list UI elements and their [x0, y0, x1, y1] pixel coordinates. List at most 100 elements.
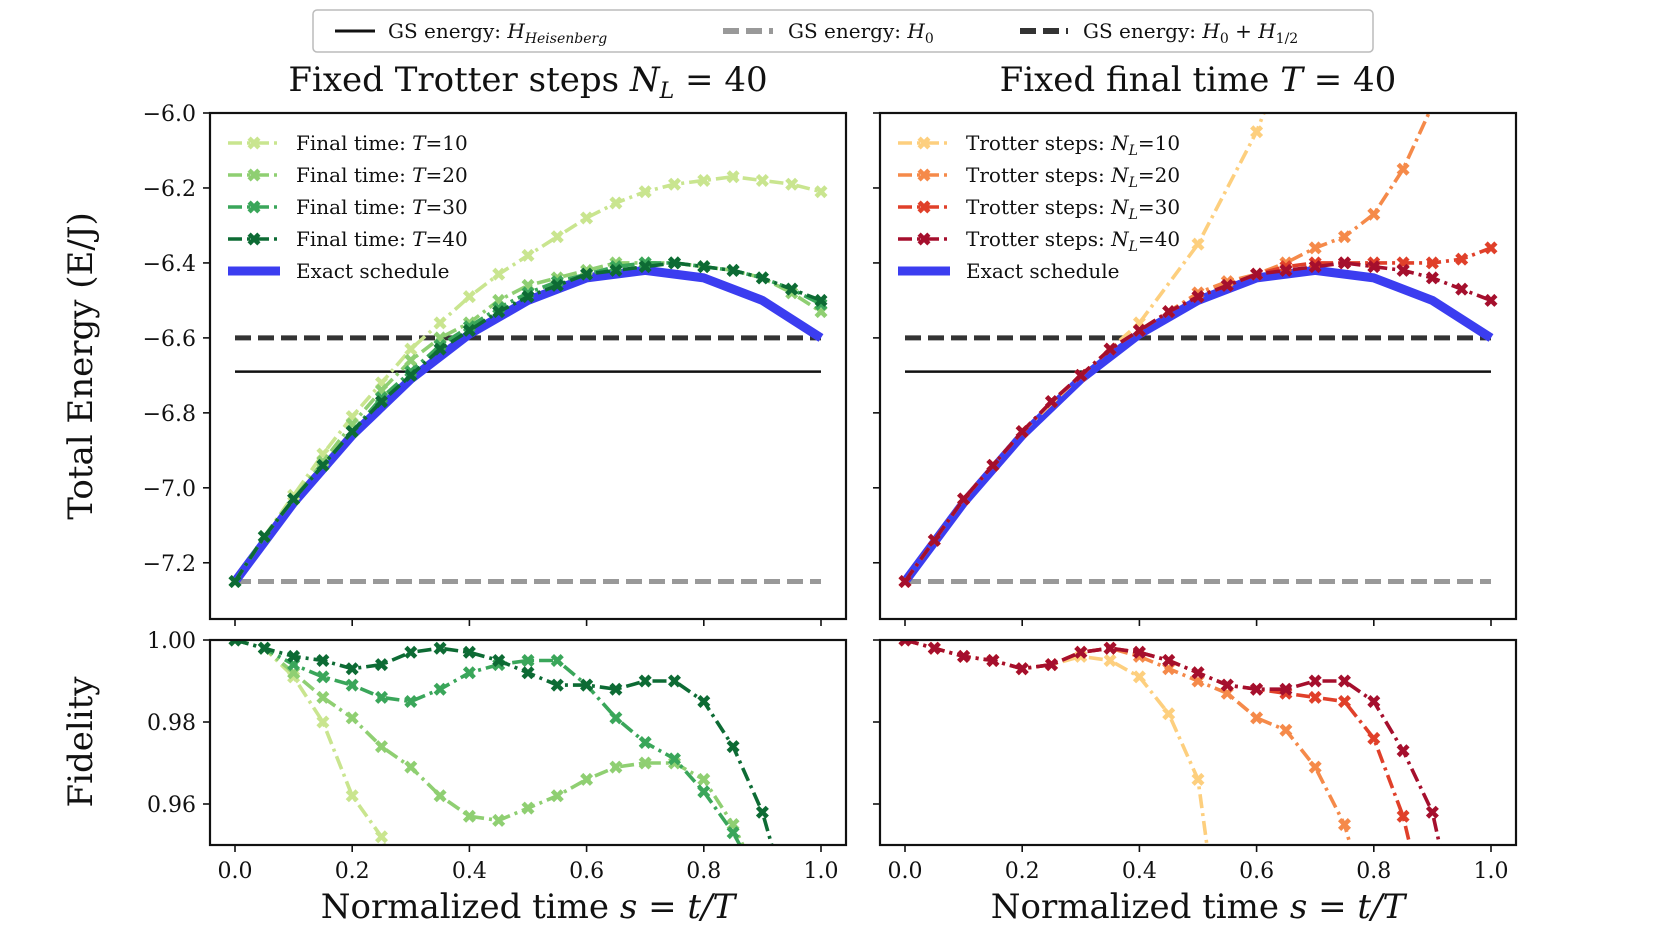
point-trotter-steps-n-l-30-20 [1484, 241, 1498, 255]
series-line-trotter-steps-n-l-10 [904, 640, 1209, 845]
point-final-time-t-30-13 [609, 711, 623, 725]
ytick-label: −7.0 [143, 477, 196, 502]
re-ticks [873, 112, 1492, 626]
point-trotter-steps-n-l-40-8 [1132, 323, 1146, 337]
point-final-time-t-40-18 [755, 805, 769, 819]
point-final-time-t-40-16 [697, 260, 711, 274]
xtick-label: 0.0 [888, 859, 923, 884]
point-final-time-t-40-2 [287, 649, 301, 663]
point-trotter-steps-n-l-40-2 [957, 492, 971, 506]
right-x-label: Normalized time s = t/T [991, 887, 1408, 927]
point-final-time-t-40-3 [316, 458, 330, 472]
point-trotter-steps-n-l-40-0 [898, 640, 912, 647]
point-final-time-t-10-6 [404, 342, 418, 356]
point-final-time-t-30-3 [316, 670, 330, 684]
fidelity-y-label: Fidelity [61, 676, 101, 808]
legend-marker-trotter-steps-n-l-10 [917, 136, 931, 150]
legend-marker-trotter-steps-n-l-30 [917, 200, 931, 214]
point-final-time-t-40-6 [404, 645, 418, 659]
left-energy-legend: Final time: T=10 Final time: T=20 Final ti… [228, 131, 468, 283]
point-final-time-t-40-11 [550, 678, 564, 692]
point-final-time-t-10-15 [668, 177, 681, 191]
xtick-label: 0.2 [1005, 859, 1040, 884]
point-final-time-t-10-3 [316, 715, 330, 729]
point-final-time-t-10-13 [609, 196, 623, 210]
point-trotter-steps-n-l-40-19 [1455, 282, 1469, 296]
point-trotter-steps-n-l-40-2 [957, 649, 971, 663]
point-trotter-steps-n-l-10-5 [1191, 237, 1205, 251]
le-plot-area [228, 170, 828, 589]
point-final-time-t-10-16 [697, 173, 711, 187]
xtick-label: 0.6 [569, 859, 604, 884]
point-final-time-t-30-6 [404, 695, 418, 708]
point-trotter-steps-n-l-20-16 [1367, 207, 1381, 221]
series-line-final-time-t-30 [234, 640, 742, 845]
point-final-time-t-20-4 [345, 711, 359, 725]
point-trotter-steps-n-l-30-16 [1367, 731, 1381, 745]
point-trotter-steps-n-l-40-1 [927, 533, 941, 547]
point-final-time-t-40-15 [668, 256, 681, 270]
ytick-label: −6.2 [143, 177, 196, 202]
xtick-label: 0.0 [218, 859, 253, 884]
point-trotter-steps-n-l-40-3 [986, 654, 1000, 667]
point-trotter-steps-n-l-10-10 [1191, 772, 1205, 786]
point-trotter-steps-n-l-40-11 [1220, 278, 1234, 292]
point-final-time-t-40-14 [638, 674, 652, 688]
point-trotter-steps-n-l-20-12 [1250, 711, 1264, 725]
point-trotter-steps-n-l-40-17 [1396, 263, 1410, 277]
point-trotter-steps-n-l-40-15 [1338, 256, 1351, 270]
point-trotter-steps-n-l-20-17 [1396, 162, 1410, 176]
point-trotter-steps-n-l-30-18 [1425, 256, 1439, 270]
top-legend: GS energy: HHeisenberg GS energy: H0 GS … [312, 9, 1374, 53]
right-fidelity-frame [878, 638, 1518, 847]
legend-marker-final-time-t-40 [247, 232, 261, 246]
point-final-time-t-40-8 [462, 645, 476, 659]
point-final-time-t-40-17 [726, 263, 740, 277]
left-fidelity-frame [208, 638, 848, 847]
point-trotter-steps-n-l-40-1 [927, 641, 941, 655]
point-trotter-steps-n-l-40-11 [1220, 678, 1234, 692]
point-final-time-t-20-14 [638, 756, 652, 770]
point-trotter-steps-n-l-30-15 [1338, 695, 1351, 708]
point-final-time-t-40-13 [609, 682, 623, 696]
point-final-time-t-10-7 [433, 316, 447, 330]
legend-h0h12-label: GS energy: H0 + H1/2 [1083, 19, 1298, 47]
point-final-time-t-40-19 [785, 282, 799, 296]
series-line-final-time-t-30 [233, 261, 822, 583]
point-trotter-steps-n-l-40-12 [1250, 267, 1264, 281]
point-final-time-t-30-17 [726, 826, 740, 840]
point-trotter-steps-n-l-40-13 [1279, 263, 1293, 277]
point-trotter-steps-n-l-40-16 [1367, 260, 1381, 274]
point-final-time-t-10-9 [492, 267, 506, 281]
right-energy-panel [873, 112, 1498, 626]
point-final-time-t-20-13 [609, 760, 623, 774]
xtick-label: 0.4 [1122, 859, 1157, 884]
point-final-time-t-40-0 [228, 640, 242, 647]
lf-ticks: 0.0 0.2 0.4 0.6 0.8 1.0 1.00 0.98 0.96 [147, 629, 838, 884]
point-trotter-steps-n-l-20-14 [1308, 241, 1322, 255]
point-final-time-t-30-10 [521, 654, 535, 667]
point-final-time-t-20-16 [697, 772, 711, 786]
right-energy-frame [878, 111, 1518, 621]
point-trotter-steps-n-l-20-14 [1308, 760, 1322, 774]
series-line-final-time-t-20 [234, 640, 745, 845]
point-trotter-steps-n-l-40-14 [1308, 260, 1322, 274]
point-trotter-steps-n-l-40-7 [1103, 342, 1117, 356]
legend-label-trotter-steps-n-l-40: Trotter steps: NL=40 [966, 227, 1180, 255]
right-panel-title: Fixed final time T = 40 [1000, 60, 1397, 100]
point-final-time-t-10-11 [550, 230, 564, 244]
exact-schedule-line [231, 265, 824, 585]
point-trotter-steps-n-l-30-14 [1308, 690, 1322, 704]
point-final-time-t-40-1 [257, 641, 271, 655]
point-trotter-steps-n-l-10-7 [1103, 654, 1117, 667]
point-final-time-t-40-9 [492, 305, 506, 319]
point-final-time-t-40-0 [228, 575, 242, 589]
point-final-time-t-10-8 [462, 290, 476, 304]
rf-plot-area [898, 640, 1442, 845]
point-final-time-t-40-10 [521, 666, 535, 680]
point-trotter-steps-n-l-40-9 [1162, 654, 1176, 667]
right-fidelity-panel: 0.0 0.2 0.4 0.6 0.8 1.0 [873, 639, 1509, 884]
point-final-time-t-30-16 [697, 785, 711, 799]
point-final-time-t-20-3 [316, 690, 330, 704]
point-final-time-t-10-5 [375, 830, 388, 844]
